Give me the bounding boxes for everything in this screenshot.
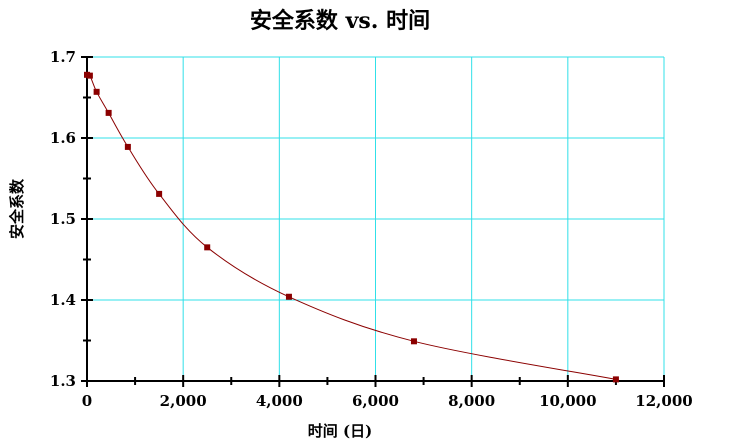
- grid: [86, 56, 665, 382]
- x-tick-label: 2,000: [160, 392, 207, 410]
- y-axis-ticks: 1.3 1.4 1.5 1.6 1.7: [50, 48, 93, 390]
- data-point-2: [93, 88, 100, 95]
- y-tick-label: 1.7: [50, 48, 76, 66]
- y-axis-label: 安全系数: [8, 178, 26, 239]
- x-tick-label: 6,000: [352, 392, 399, 410]
- x-tick-label: 10,000: [539, 392, 596, 410]
- data-point-4: [124, 143, 131, 150]
- x-tick-label: 8,000: [448, 392, 495, 410]
- y-tick-label: 1.5: [50, 210, 76, 228]
- data-point-7: [285, 293, 292, 300]
- x-tick-label: 0: [82, 392, 92, 410]
- y-tick-label: 1.6: [50, 129, 76, 147]
- series-line-0: [86, 73, 616, 380]
- y-tick-label: 1.4: [50, 291, 76, 309]
- data-point-8: [410, 338, 417, 345]
- x-tick-label: 12,000: [635, 392, 692, 410]
- data-point-9: [612, 376, 619, 383]
- data-point-5: [156, 190, 163, 197]
- y-tick-label: 1.3: [50, 372, 76, 390]
- data-point-1: [86, 72, 93, 79]
- chart-title: 安全系数 vs. 时间: [250, 8, 430, 34]
- series-group: [84, 71, 619, 383]
- x-axis-ticks: 0 2,000 4,000 6,000 8,000 10,000 12,000: [82, 375, 693, 410]
- data-point-3: [105, 109, 112, 116]
- x-axis-label: 时间 (日): [308, 422, 372, 439]
- data-point-6: [204, 244, 211, 251]
- x-tick-label: 4,000: [256, 392, 303, 410]
